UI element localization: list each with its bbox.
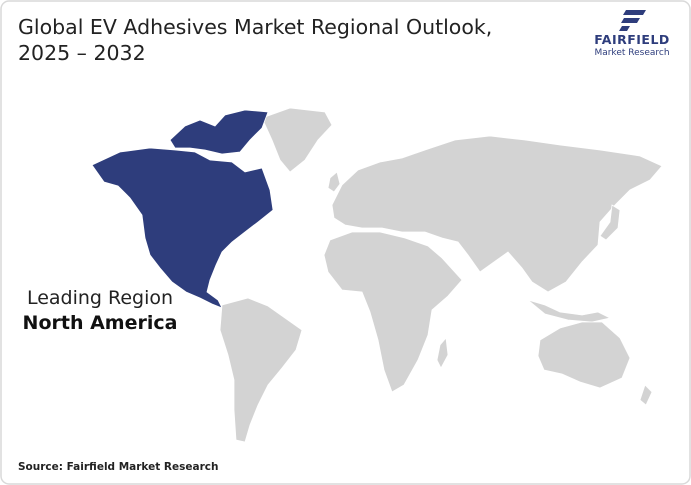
indonesia — [527, 299, 612, 323]
new-zealand — [639, 384, 653, 406]
title-line: 2025 – 2032 — [18, 41, 146, 65]
callout-region: North America — [23, 312, 178, 334]
logo: FAIRFIELD Market Research — [594, 10, 670, 58]
africa — [323, 231, 463, 393]
logo-icon — [619, 10, 646, 31]
source: Source: Fairfield Market Research — [18, 461, 218, 473]
south-america — [219, 297, 303, 443]
north-america — [91, 147, 274, 309]
logo-tagline: Market Research — [594, 48, 669, 58]
greenland — [261, 107, 333, 173]
uk — [327, 171, 341, 193]
callout-label: Leading Region — [27, 287, 173, 309]
eurasia — [331, 135, 663, 293]
australia — [537, 321, 631, 389]
madagascar — [436, 337, 449, 369]
japan — [599, 204, 621, 241]
logo-name: FAIRFIELD — [594, 32, 670, 47]
title-line: Global EV Adhesives Market Regional Outl… — [18, 15, 492, 39]
world-map — [91, 107, 663, 443]
arctic-islands — [169, 109, 269, 155]
